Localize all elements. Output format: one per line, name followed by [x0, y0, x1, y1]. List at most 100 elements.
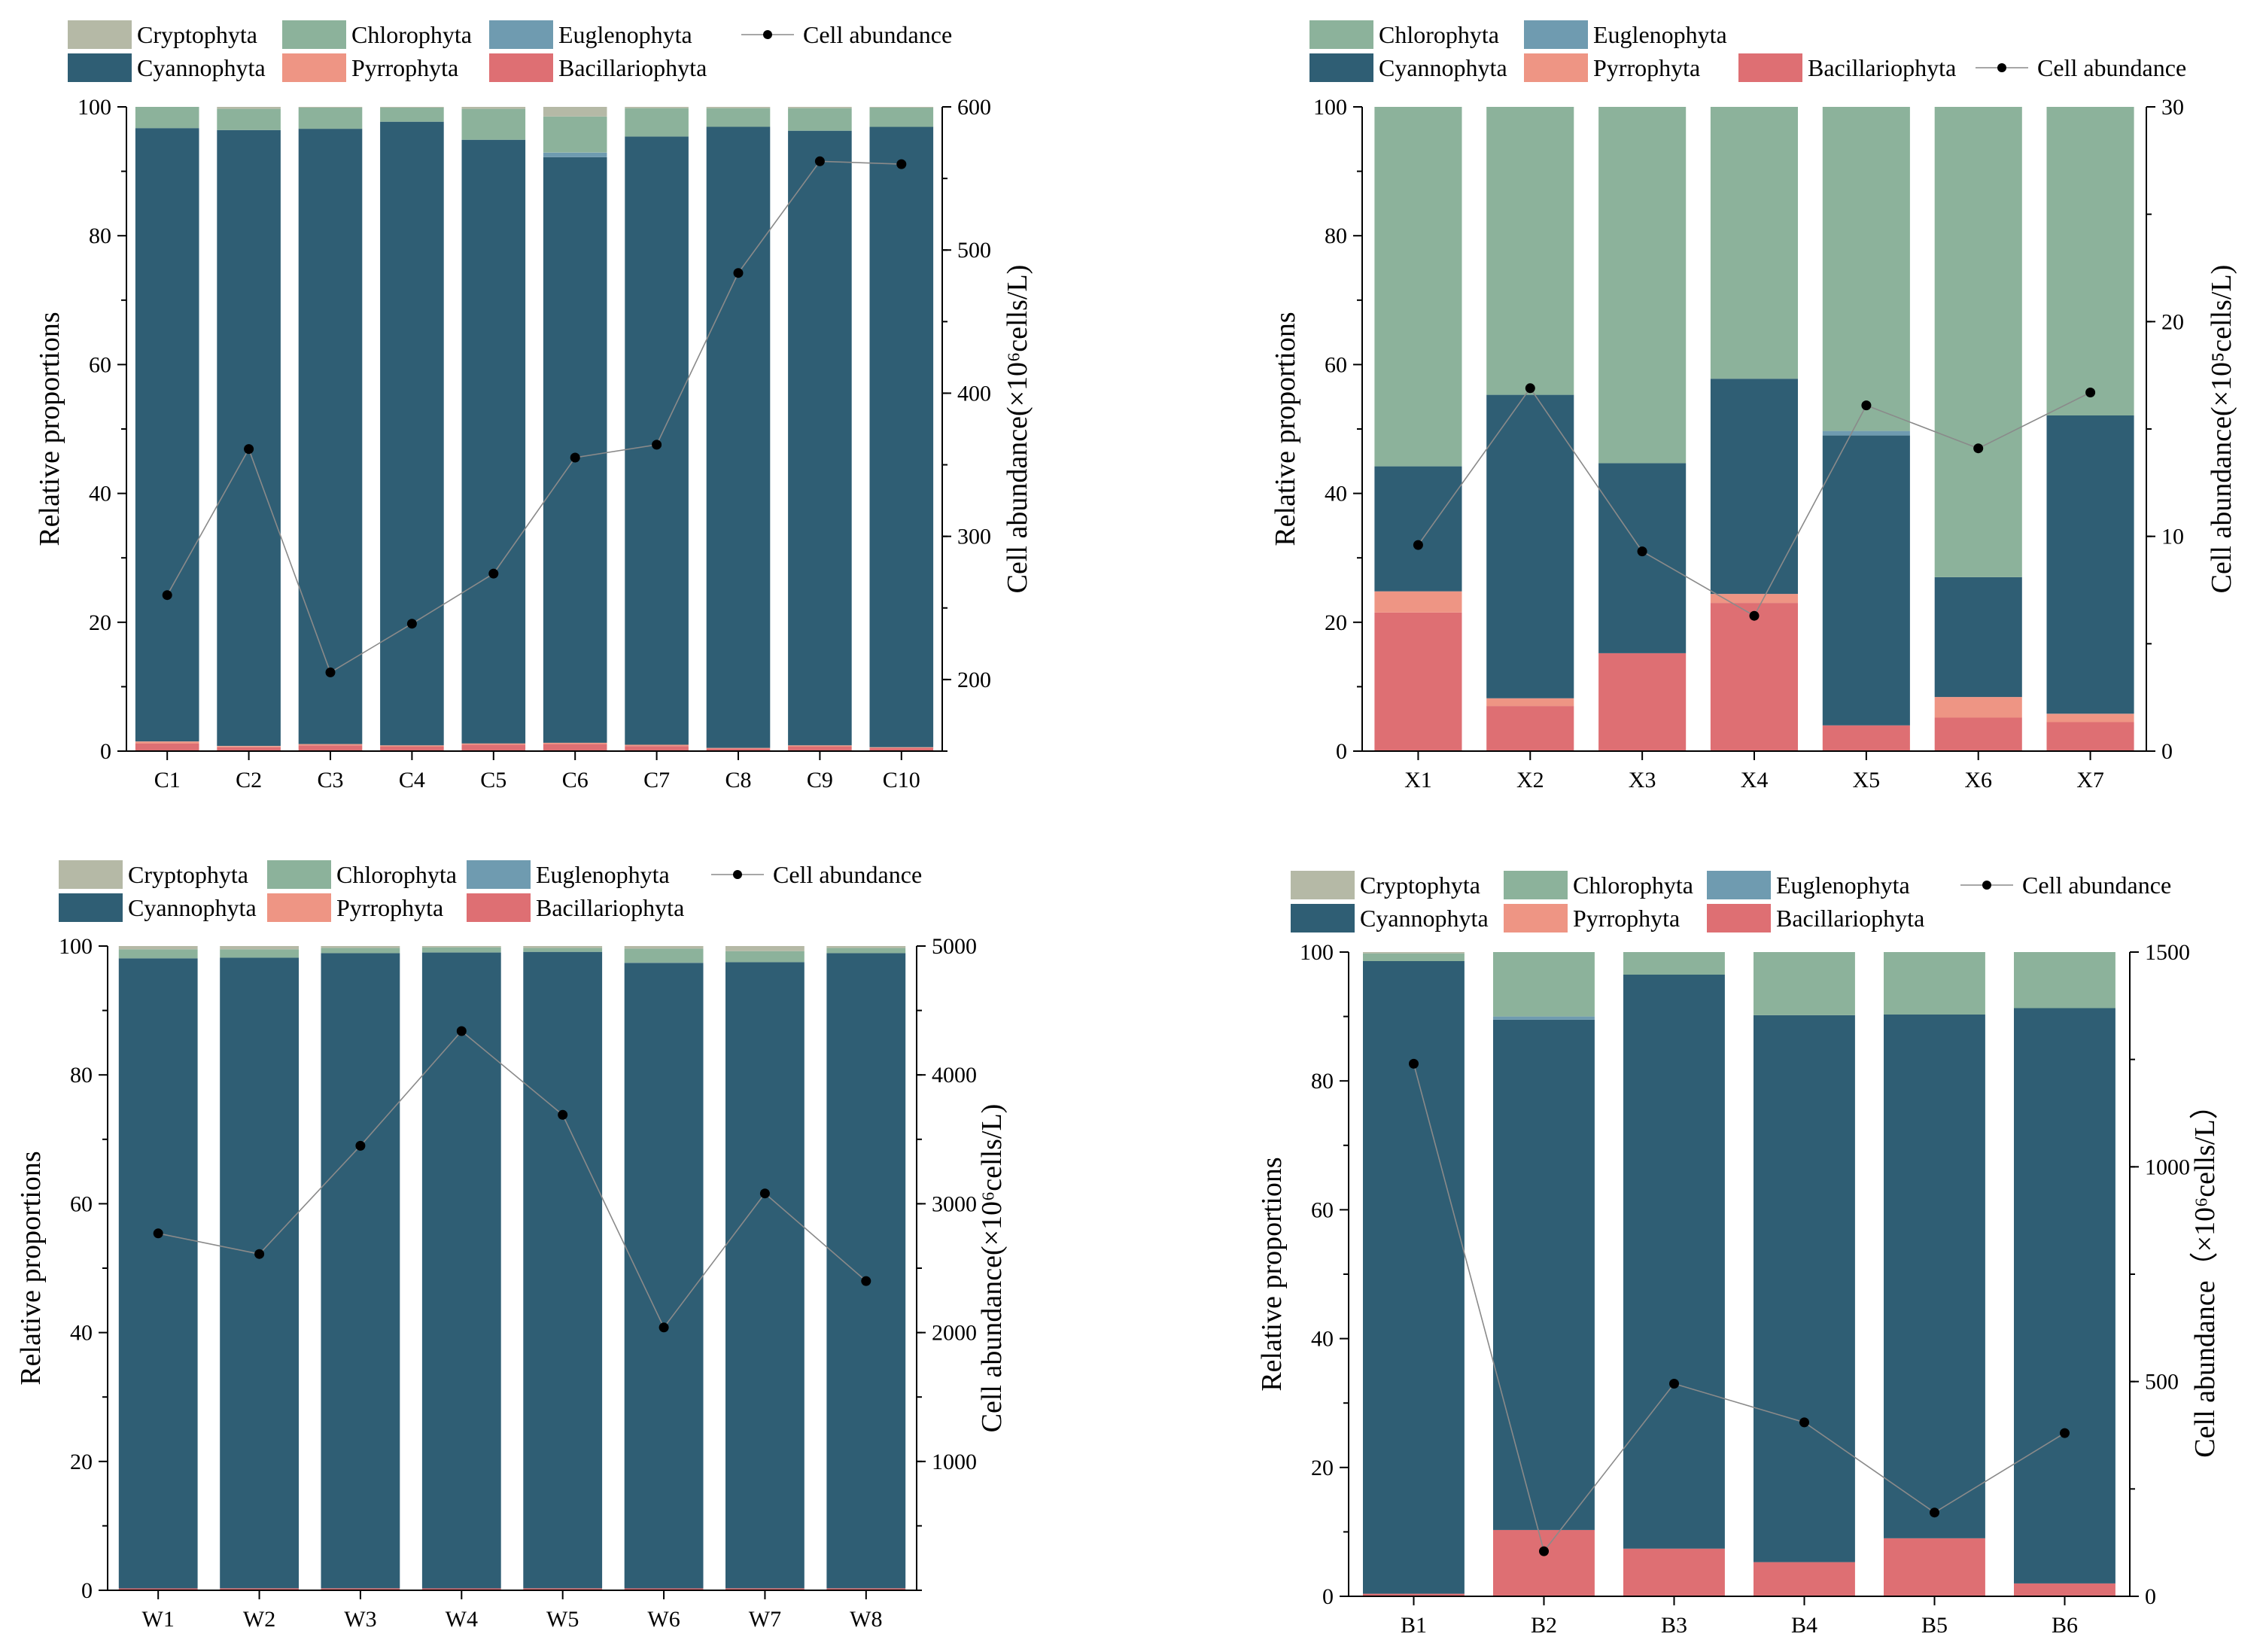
- y-tick-label: 100: [1313, 95, 1347, 120]
- bar-W7-chlorophyta: [725, 951, 805, 963]
- bar-X3-cyannophyta: [1598, 463, 1687, 653]
- bar-C7-chlorophyta: [625, 108, 689, 137]
- y-tick-label: 40: [1325, 482, 1347, 507]
- y-tick-label: 80: [89, 224, 111, 248]
- bar-B4-chlorophyta: [1754, 952, 1855, 1015]
- abundance-point-B1: [1409, 1058, 1419, 1069]
- y-axis-title: Relative proportions: [34, 312, 65, 546]
- bar-C8-cryptophyta: [706, 107, 771, 108]
- y-tick-label: 60: [89, 352, 111, 377]
- bar-C2-cyannophyta: [217, 129, 281, 747]
- bar-W3-cyannophyta: [321, 953, 400, 1589]
- abundance-point-X2: [1525, 383, 1535, 394]
- bar-X4-pyrrophyta: [1710, 594, 1798, 604]
- legend-swatch-euglenophyta: [1707, 871, 1771, 899]
- legend-swatch-euglenophyta: [467, 860, 531, 889]
- y2-tick-label: 400: [957, 381, 991, 406]
- abundance-point-W8: [861, 1276, 871, 1286]
- bar-X7-chlorophyta: [2046, 107, 2134, 415]
- legend-label: Chlorophyta: [351, 21, 472, 48]
- y-tick-label: 40: [89, 482, 111, 507]
- bar-W6-bacillariophyta: [624, 1588, 704, 1590]
- legend-marker-swatch: [763, 30, 772, 39]
- bar-X4-chlorophyta: [1710, 107, 1798, 379]
- legend-label: Chlorophyta: [1379, 21, 1499, 48]
- y-tick-label: 60: [70, 1191, 93, 1216]
- x-tick-label-X4: X4: [1741, 768, 1769, 793]
- y-tick-label: 0: [100, 739, 111, 764]
- bar-C1-chlorophyta: [135, 107, 199, 129]
- y2-tick-label: 20: [2161, 309, 2184, 334]
- bar-B4-cyannophyta: [1754, 1015, 1855, 1562]
- y-tick-label: 0: [1322, 1584, 1334, 1609]
- abundance-point-X7: [2085, 388, 2096, 397]
- legend-swatch-cryptophyta: [68, 20, 132, 49]
- bar-B2-euglenophyta: [1493, 1016, 1595, 1020]
- bar-X6-cyannophyta: [1934, 577, 2022, 698]
- abundance-point-C9: [814, 156, 825, 166]
- bar-X1-chlorophyta: [1374, 107, 1462, 467]
- y2-tick-label: 10: [2161, 525, 2184, 549]
- legend-label: Cell abundance: [803, 21, 952, 48]
- abundance-point-X3: [1637, 546, 1647, 557]
- bar-B2-cyannophyta: [1493, 1019, 1595, 1530]
- abundance-point-W3: [355, 1140, 366, 1151]
- abundance-point-X5: [1861, 400, 1872, 411]
- abundance-point-B5: [1930, 1507, 1939, 1518]
- x-tick-label-X2: X2: [1516, 768, 1544, 793]
- bar-C4-bacillariophyta: [380, 747, 444, 751]
- bar-C5-chlorophyta: [461, 108, 526, 140]
- x-tick-label-B2: B2: [1531, 1613, 1557, 1638]
- legend-label: Cyannophyta: [137, 54, 266, 81]
- y-axis-title: Relative proportions: [1270, 312, 1301, 546]
- bar-X2-chlorophyta: [1486, 107, 1574, 395]
- bar-C9-pyrrophyta: [788, 745, 852, 747]
- bar-W7-bacillariophyta: [725, 1588, 805, 1590]
- legend-swatch-pyrrophyta: [1504, 904, 1568, 932]
- bar-X4-bacillariophyta: [1710, 603, 1798, 751]
- legend-label: Pyrrophyta: [351, 54, 458, 81]
- bar-C10-bacillariophyta: [869, 747, 934, 751]
- abundance-point-C8: [733, 268, 744, 278]
- legend-W: Cryptophyta Chlorophyta Euglenophyta Cell a…: [59, 860, 922, 922]
- legend-label: Chlorophyta: [1573, 872, 1693, 899]
- legend-swatch-cyannophyta: [59, 893, 123, 922]
- abundance-point-C3: [325, 667, 336, 677]
- bar-X2-bacillariophyta: [1486, 706, 1574, 751]
- y2-tick-label: 0: [2161, 739, 2173, 764]
- bar-W3-bacillariophyta: [321, 1588, 400, 1590]
- x-tick-label-C10: C10: [883, 768, 920, 793]
- bar-C10-pyrrophyta: [869, 747, 934, 748]
- bar-C5-pyrrophyta: [461, 743, 526, 745]
- chart-C: 0 20 40 60 80 100 200 300 400 500 600 C1 C2 C3 C4 C5 C6 C…: [34, 20, 1033, 793]
- bar-C1-bacillariophyta: [135, 743, 199, 751]
- x-tick-label-W4: W4: [446, 1607, 478, 1632]
- bar-W7-cryptophyta: [725, 946, 805, 951]
- bar-X3-bacillariophyta: [1598, 653, 1687, 751]
- x-tick-label-W5: W5: [546, 1607, 579, 1632]
- bar-W1-cryptophyta: [118, 946, 198, 950]
- legend-label: Bacillariophyta: [558, 54, 707, 81]
- bar-C9-bacillariophyta: [788, 747, 852, 751]
- bar-C4-cryptophyta: [380, 107, 444, 108]
- abundance-point-B2: [1539, 1546, 1549, 1556]
- bar-W3-chlorophyta: [321, 948, 400, 954]
- bar-X1-pyrrophyta: [1374, 591, 1462, 613]
- bar-B6-chlorophyta: [2014, 952, 2115, 1009]
- chart-X: 0 20 40 60 80 100 0 10 20 30 X1 X2 X3 X4 X5 X6 X7 Relativ…: [1270, 20, 2237, 793]
- bar-X7-pyrrophyta: [2046, 713, 2134, 723]
- y-tick-label: 80: [1325, 224, 1347, 248]
- bar-W7-cyannophyta: [725, 962, 805, 1589]
- abundance-line: [166, 160, 902, 674]
- bar-X5-chlorophyta: [1822, 107, 1910, 431]
- bar-C9-cyannophyta: [788, 130, 852, 746]
- bar-X3-chlorophyta: [1598, 107, 1687, 464]
- bar-B1-cryptophyta: [1363, 952, 1465, 954]
- bar-W8-chlorophyta: [826, 948, 906, 954]
- bar-C2-cryptophyta: [217, 107, 281, 109]
- legend-marker-swatch: [1982, 881, 1991, 890]
- legend-label: Bacillariophyta: [536, 894, 684, 921]
- y2-tick-label: 0: [2145, 1584, 2156, 1609]
